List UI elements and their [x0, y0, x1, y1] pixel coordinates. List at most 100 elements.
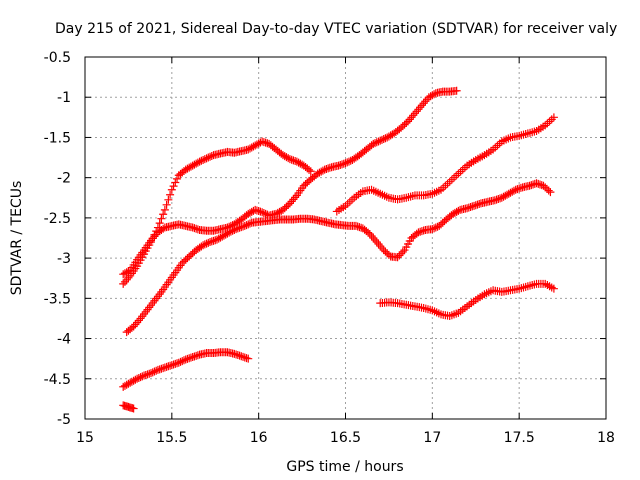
data-point	[216, 233, 225, 242]
data-point	[120, 277, 129, 286]
data-point	[173, 359, 182, 368]
data-point	[409, 111, 418, 120]
data-point	[408, 191, 417, 200]
data-point	[449, 209, 458, 218]
data-point	[406, 192, 415, 201]
data-point	[240, 221, 249, 230]
data-point	[515, 284, 524, 293]
data-point	[513, 185, 522, 194]
data-series-5	[119, 137, 315, 288]
data-point	[251, 141, 260, 150]
data-point	[171, 359, 180, 368]
data-point	[225, 222, 234, 231]
data-point	[258, 137, 267, 146]
grid-lines	[85, 57, 606, 419]
data-point	[549, 113, 558, 122]
data-point	[447, 175, 456, 184]
data-point	[176, 357, 185, 366]
data-point	[452, 171, 461, 180]
y-axis-ticks: -5 -4.5 -4 -3.5 -3 -2.5 -2 -1.5 -1 -0.5	[44, 50, 606, 428]
data-series-1	[119, 348, 253, 391]
data-point	[207, 151, 216, 160]
data-point	[402, 118, 411, 127]
data-point	[169, 360, 178, 369]
data-point	[119, 279, 128, 288]
x-tick-label: 15.5	[156, 430, 187, 446]
data-point	[372, 138, 381, 147]
data-point	[242, 221, 251, 230]
data-point	[463, 204, 472, 213]
data-point	[322, 165, 331, 174]
data-point	[211, 236, 220, 245]
data-point	[214, 234, 223, 243]
data-point	[285, 199, 294, 208]
data-point	[291, 156, 300, 165]
data-point	[416, 103, 425, 112]
data-point	[416, 227, 425, 236]
data-point	[282, 153, 291, 162]
data-point	[146, 238, 155, 247]
data-point	[381, 134, 390, 143]
data-point	[280, 152, 289, 161]
y-tick-label: -4	[57, 332, 71, 348]
data-point	[543, 119, 552, 128]
data-point	[369, 139, 378, 148]
data-point	[318, 166, 327, 175]
data-point	[410, 109, 419, 118]
data-point	[159, 364, 168, 373]
data-point	[145, 369, 154, 378]
data-point	[284, 154, 293, 163]
data-point	[186, 162, 195, 171]
data-point	[190, 224, 199, 233]
data-point	[525, 181, 534, 190]
data-point	[258, 208, 267, 217]
data-point	[417, 101, 426, 110]
data-point	[325, 163, 334, 172]
data-point	[275, 207, 284, 216]
data-point	[428, 91, 437, 100]
data-point	[247, 143, 256, 152]
data-point	[430, 224, 439, 233]
data-point	[544, 186, 553, 195]
data-point	[530, 280, 539, 289]
plot-frame	[84, 56, 607, 420]
data-point	[251, 205, 260, 214]
data-point	[377, 244, 386, 253]
data-point	[134, 373, 143, 382]
data-point	[519, 283, 528, 292]
data-point	[252, 140, 261, 149]
data-series-2	[119, 401, 138, 413]
data-point	[284, 201, 293, 210]
data-point	[419, 226, 428, 235]
data-point	[517, 131, 526, 140]
x-axis-ticks: 15 15.5 16 16.5 17 17.5 18	[76, 57, 615, 446]
data-point	[515, 184, 524, 193]
data-point	[324, 164, 333, 173]
data-point	[528, 281, 537, 290]
data-point	[504, 189, 513, 198]
data-point	[289, 195, 298, 204]
data-point	[404, 193, 413, 202]
data-point	[153, 365, 162, 374]
data-point	[445, 177, 454, 186]
data-point	[334, 161, 343, 170]
data-point	[421, 97, 430, 106]
data-point	[193, 351, 202, 360]
data-point	[131, 320, 140, 329]
y-axis-label: SDTVAR / TECUs	[9, 181, 25, 296]
data-point	[343, 158, 352, 167]
data-point	[484, 288, 493, 297]
data-point	[404, 117, 413, 126]
y-tick-label: -3	[57, 251, 71, 267]
data-point	[164, 195, 173, 204]
data-point	[412, 107, 421, 116]
data-point	[305, 165, 314, 174]
data-point	[202, 154, 211, 163]
data-point	[259, 209, 268, 218]
data-point	[235, 223, 244, 232]
data-point	[468, 202, 477, 211]
data-point	[188, 161, 197, 170]
data-point	[188, 353, 197, 362]
data-point	[343, 199, 352, 208]
data-point	[377, 135, 386, 144]
